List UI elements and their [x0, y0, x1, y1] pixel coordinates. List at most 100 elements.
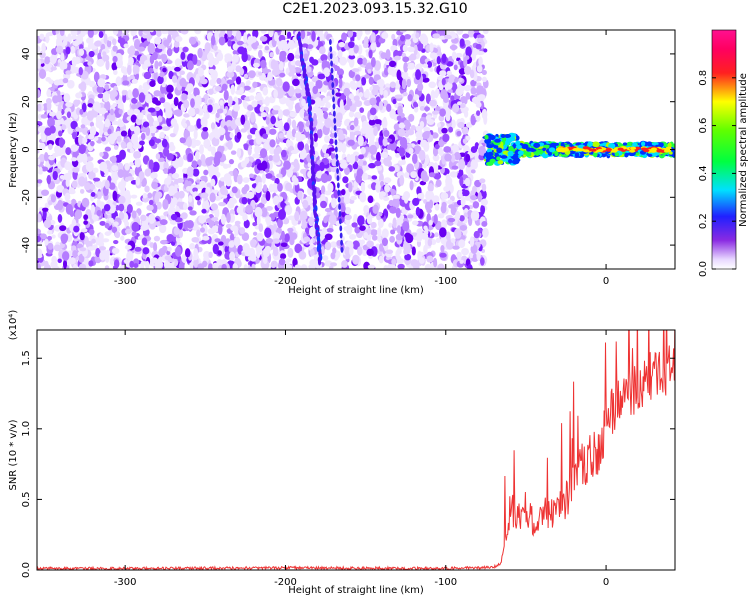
noise-blob [415, 32, 420, 39]
noise-blob [419, 33, 428, 45]
noise-blob [462, 189, 470, 197]
noise-blob [269, 51, 275, 58]
noise-blob [111, 170, 120, 182]
noise-blob [256, 99, 264, 106]
noise-blob [112, 102, 117, 108]
noise-blob [289, 111, 298, 118]
trace-blob [333, 124, 337, 131]
noise-blob [72, 66, 80, 74]
noise-blob [467, 30, 476, 38]
noise-blob [129, 161, 134, 167]
noise-blob [377, 227, 382, 238]
noise-blob [174, 246, 182, 257]
noise-blob [429, 99, 437, 107]
noise-blob [39, 233, 47, 240]
noise-blob [180, 51, 186, 61]
noise-blob [254, 145, 260, 155]
trace-blob [331, 89, 335, 96]
noise-blob [155, 153, 161, 160]
noise-blob [47, 230, 53, 235]
noise-blob [103, 203, 111, 212]
noise-blob [99, 251, 107, 261]
noise-blob [476, 110, 481, 116]
noise-blob [481, 183, 487, 192]
noise-blob [202, 103, 208, 113]
noise-blob [258, 49, 263, 59]
noise-blob [187, 180, 192, 187]
noise-blob [104, 231, 112, 236]
noise-blob [110, 90, 118, 98]
noise-blob [465, 135, 471, 141]
noise-blob [131, 210, 137, 219]
noise-blob [208, 251, 213, 259]
noise-blob [214, 207, 220, 219]
noise-blob [112, 190, 118, 202]
noise-blob [173, 41, 180, 48]
noise-blob [160, 30, 169, 35]
noise-blob [165, 103, 172, 114]
noise-blob [45, 98, 52, 105]
trace-blob [330, 67, 334, 74]
noise-blob [368, 76, 374, 85]
noise-blob [249, 173, 254, 178]
noise-blob [339, 161, 348, 169]
noise-blob [339, 56, 347, 66]
noise-blob [299, 150, 307, 160]
noise-blob [96, 198, 101, 207]
noise-blob [270, 263, 277, 269]
noise-blob [133, 38, 141, 50]
noise-blob [380, 151, 389, 159]
noise-blob [376, 236, 382, 241]
noise-blob [265, 216, 272, 224]
noise-blob [444, 153, 452, 162]
noise-blob [179, 137, 186, 144]
noise-blob [369, 144, 378, 155]
noise-blob [465, 165, 473, 175]
noise-blob [354, 155, 359, 162]
noise-blob [204, 200, 210, 211]
noise-blob [230, 225, 238, 232]
noise-blob [424, 106, 431, 112]
noise-blob [189, 210, 197, 216]
noise-blob [324, 117, 333, 128]
noise-blob [448, 126, 454, 133]
noise-blob [129, 124, 136, 132]
noise-blob [145, 260, 150, 269]
noise-blob [143, 71, 152, 80]
noise-blob [279, 39, 288, 46]
noise-blob [70, 45, 75, 54]
noise-blob [389, 235, 395, 243]
noise-blob [158, 224, 167, 234]
noise-blob [287, 52, 295, 62]
noise-blob [425, 190, 431, 201]
noise-blob [239, 86, 244, 95]
noise-blob [209, 192, 216, 203]
noise-blob [368, 162, 376, 169]
noise-blob [122, 93, 127, 103]
noise-blob [389, 206, 398, 214]
noise-blob [235, 76, 242, 85]
noise-blob [421, 174, 430, 183]
noise-blob [392, 194, 400, 199]
noise-blob [139, 140, 145, 146]
noise-blob [90, 140, 95, 147]
noise-blob [76, 34, 84, 45]
noise-blob [465, 46, 472, 57]
noise-blob [91, 238, 96, 244]
noise-blob [290, 149, 299, 154]
noise-blob [72, 150, 79, 158]
noise-blob [328, 138, 334, 145]
noise-blob [47, 143, 53, 150]
noise-blob [204, 42, 211, 53]
noise-blob [152, 120, 160, 127]
noise-blob [134, 158, 142, 168]
noise-blob [156, 125, 163, 130]
noise-blob [453, 228, 462, 239]
noise-blob [109, 137, 115, 145]
noise-blob [111, 226, 118, 234]
noise-blob [447, 199, 453, 205]
noise-blob [73, 225, 80, 233]
noise-blob [329, 262, 338, 267]
noise-blob [241, 232, 250, 242]
noise-blob [320, 173, 329, 184]
